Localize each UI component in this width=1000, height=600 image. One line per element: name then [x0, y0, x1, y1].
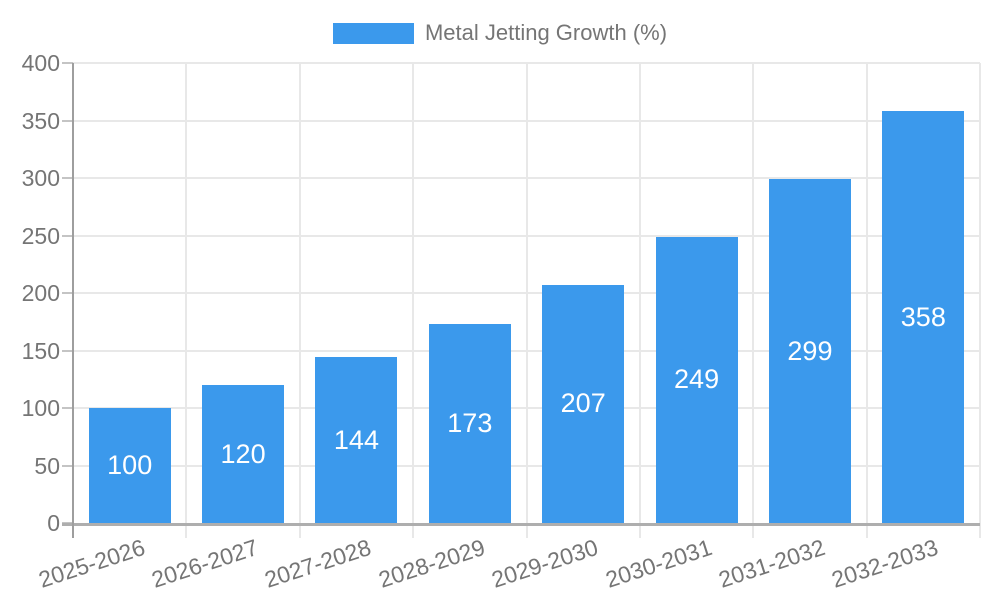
gridline-v	[865, 63, 868, 538]
gridline-v	[752, 63, 755, 538]
bar-value-label: 249	[674, 364, 720, 395]
y-tick-mark	[62, 177, 73, 179]
bar[interactable]: 358	[882, 111, 965, 523]
y-tick-mark	[62, 464, 73, 467]
gridline-v	[638, 63, 641, 538]
y-axis-line	[71, 63, 74, 538]
gridline-h	[73, 234, 980, 237]
gridline-h	[73, 177, 980, 179]
bar[interactable]: 144	[315, 357, 398, 523]
y-tick-label: 200	[21, 280, 60, 306]
y-tick-mark	[62, 234, 73, 237]
bar-value-label: 299	[787, 335, 833, 366]
legend-item[interactable]: Metal Jetting Growth (%)	[332, 20, 668, 46]
legend-swatch	[332, 22, 414, 44]
bar-value-label: 358	[900, 301, 946, 332]
y-tick-label: 350	[21, 107, 60, 134]
bar-value-label: 100	[107, 450, 153, 480]
gridline-h	[73, 349, 980, 352]
bar[interactable]: 249	[655, 236, 738, 523]
bar[interactable]: 120	[202, 385, 285, 523]
y-tick-label: 250	[21, 222, 60, 249]
gridline-v	[185, 63, 188, 538]
bar-value-label: 144	[333, 424, 379, 455]
gridline-v	[298, 63, 301, 538]
y-tick-mark	[62, 119, 73, 122]
y-tick-mark	[62, 349, 73, 352]
gridline-h	[73, 407, 980, 409]
gridline-v	[979, 63, 981, 538]
bar[interactable]: 207	[542, 284, 625, 523]
legend-label: Metal Jetting Growth (%)	[424, 20, 668, 45]
bar[interactable]: 100	[88, 408, 171, 523]
bar[interactable]: 173	[428, 324, 511, 523]
bar-value-label: 207	[560, 388, 606, 419]
y-tick-label: 50	[34, 452, 60, 479]
y-tick-mark	[62, 62, 73, 64]
x-axis-line	[62, 523, 980, 526]
y-tick-mark	[62, 407, 73, 409]
bar-value-label: 120	[220, 438, 266, 469]
gridline-h	[73, 62, 980, 64]
y-tick-mark	[62, 292, 73, 294]
legend: Metal Jetting Growth (%)	[0, 20, 1000, 46]
bar[interactable]: 299	[768, 179, 851, 523]
y-tick-label: 100	[21, 395, 60, 421]
gridline-v	[525, 63, 528, 538]
gridline-h	[73, 464, 980, 467]
bar-value-label: 173	[447, 408, 493, 439]
y-tick-label: 150	[21, 337, 60, 364]
y-tick-label: 400	[21, 50, 60, 76]
gridline-h	[73, 292, 980, 294]
gridline-v	[412, 63, 415, 538]
y-tick-label: 0	[47, 510, 60, 536]
y-tick-label: 300	[21, 165, 60, 191]
gridline-h	[73, 119, 980, 122]
